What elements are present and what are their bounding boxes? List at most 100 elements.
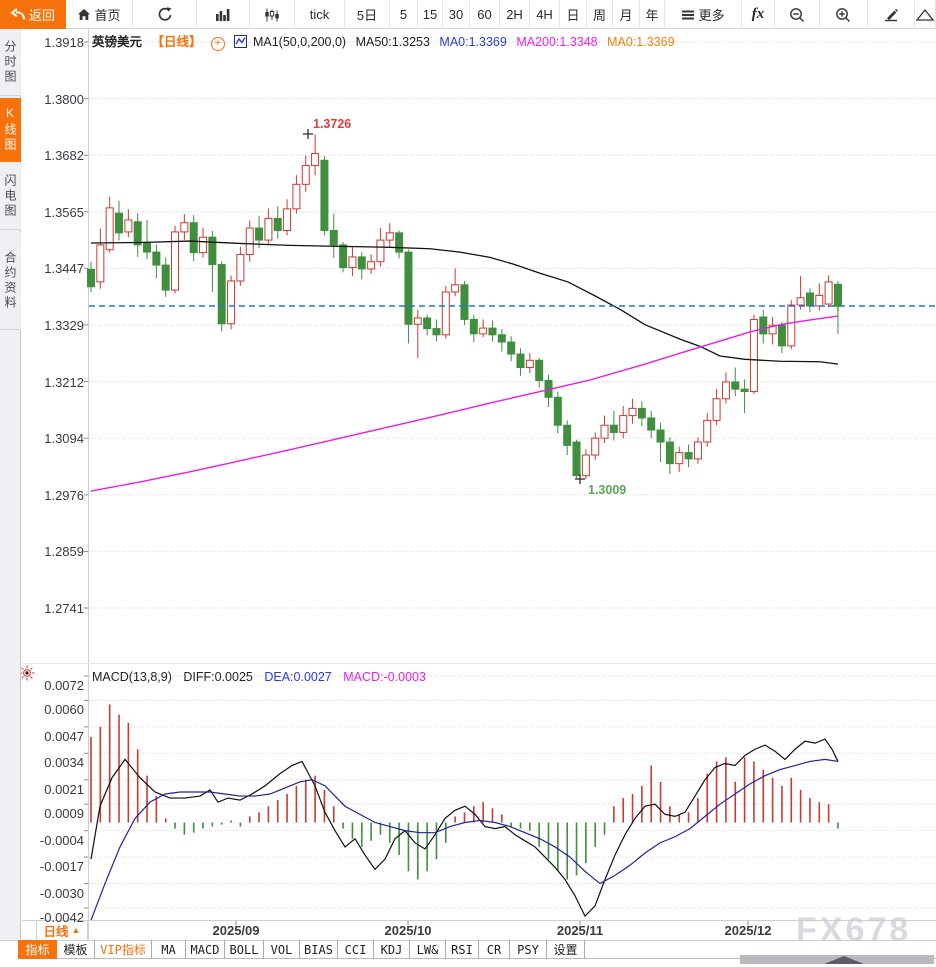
- macd-formula: MACD(13,8,9): [92, 670, 172, 684]
- tab-boll[interactable]: BOLL: [225, 940, 264, 959]
- date-axis-label: 2025/11: [556, 923, 604, 938]
- more-button-label: 更多: [698, 8, 725, 23]
- chevron-up-icon: ▲: [71, 925, 81, 935]
- 15min-button[interactable]: 15: [418, 0, 443, 29]
- horizontal-scrollbar[interactable]: [740, 955, 934, 964]
- draw-button[interactable]: [868, 0, 915, 29]
- macd-axis-label: 0.0072: [44, 677, 84, 693]
- tab-templates[interactable]: 模板: [57, 940, 95, 959]
- 60min-button[interactable]: 60: [470, 0, 500, 29]
- tab-psy[interactable]: PSY: [510, 940, 547, 959]
- scrollbar-up-arrow-icon[interactable]: [824, 956, 864, 964]
- panel-separator: [22, 663, 936, 664]
- ma-settings-label: MA1(50,0,200,0): [252, 35, 347, 49]
- macd-axis-label: 0.0047: [44, 728, 84, 744]
- 60min-button-label: 60: [477, 7, 492, 22]
- sidebar-item-lightning-chart[interactable]: 闪电图: [0, 164, 21, 230]
- tabbar-top-border: [0, 940, 936, 941]
- day-button-label: 日: [566, 8, 580, 23]
- tick-button[interactable]: tick: [295, 0, 345, 29]
- 4h-button[interactable]: 4H: [530, 0, 560, 29]
- macd-axis-label: 0.0034: [44, 755, 84, 771]
- sidebar-item-time-chart[interactable]: 分时图: [0, 30, 21, 96]
- menu-icon: [681, 9, 695, 21]
- price-axis-label: 1.3682: [44, 148, 84, 164]
- price-axis-label: 1.3212: [44, 374, 84, 390]
- price-axis-label: 1.3800: [44, 91, 84, 107]
- tabbar-bottom-border: [18, 958, 936, 959]
- add-overlay-icon[interactable]: +: [211, 37, 225, 51]
- macd-axis-label: -0.0030: [39, 885, 84, 901]
- top-toolbar: 返回 首页 tick 5日 5 15 30 60 2H 4H 日周月年 更多 fx: [0, 0, 936, 29]
- sidebar-item-kline-chart[interactable]: K线图: [0, 98, 21, 162]
- ma0-blue-value: MA0:1.3369: [439, 35, 507, 49]
- tab-cci[interactable]: CCI: [338, 940, 374, 959]
- 5min-button-label: 5: [399, 7, 408, 22]
- year-button-label: 年: [645, 8, 659, 23]
- tab-ma[interactable]: MA: [152, 940, 186, 959]
- candle-chart-button[interactable]: [250, 0, 295, 29]
- macd-dea-value: DEA:0.0027: [264, 670, 332, 684]
- sidebar-item-contract-info[interactable]: 合约资料: [0, 232, 21, 330]
- home-button[interactable]: 首页: [66, 0, 133, 29]
- tab-lw[interactable]: LW&: [410, 940, 446, 959]
- period-selector[interactable]: 日线 ▲: [36, 920, 88, 940]
- 30min-button-label: 30: [448, 7, 464, 22]
- tab-indicators[interactable]: 指标: [18, 940, 57, 959]
- month-button[interactable]: 月: [613, 0, 640, 29]
- refresh-button[interactable]: [133, 0, 197, 29]
- 2h-button[interactable]: 2H: [500, 0, 530, 29]
- price-axis-label: 1.3565: [44, 204, 84, 220]
- 5min-button[interactable]: 5: [390, 0, 418, 29]
- fx-button[interactable]: fx: [742, 0, 775, 29]
- indicator-sun-icon[interactable]: [19, 665, 35, 681]
- price-axis-label: 1.2741: [44, 601, 84, 616]
- fx-button-label: fx: [751, 6, 765, 22]
- indicator-tabbar: 指标 模板 VIP指标 MA MACD BOLL VOL BIAS CCI KDJ LW& RSI CR…: [18, 940, 585, 959]
- 2h-button-label: 2H: [506, 7, 523, 22]
- year-button[interactable]: 年: [640, 0, 665, 29]
- watermark: FX678: [796, 911, 912, 949]
- symbol-name: 英镑美元: [92, 35, 143, 49]
- zoom-out-button[interactable]: [775, 0, 820, 29]
- home-icon: [77, 8, 91, 21]
- day-button[interactable]: 日: [560, 0, 587, 29]
- zoom-out-icon: [789, 7, 806, 23]
- ma-settings-icon[interactable]: [234, 35, 248, 48]
- ma0-orange-value: MA0:1.3369: [607, 35, 675, 49]
- ma50-value: MA50:1.3253: [355, 35, 430, 49]
- tab-cr[interactable]: CR: [479, 940, 510, 959]
- 5day-button[interactable]: 5日: [345, 0, 390, 29]
- tab-macd[interactable]: MACD: [186, 940, 225, 959]
- period-tag: 【日线】: [151, 35, 202, 49]
- date-axis-label: 2025/09: [212, 923, 260, 938]
- tab-settings[interactable]: 设置: [547, 940, 585, 959]
- back-arrow-icon: [10, 8, 26, 21]
- left-sidebar: 分时图 K线图 闪电图 合约资料: [0, 29, 21, 940]
- home-button-label: 首页: [94, 8, 121, 23]
- tab-vol[interactable]: VOL: [264, 940, 300, 959]
- back-button-label: 返回: [28, 8, 55, 23]
- shapes-button[interactable]: [915, 0, 936, 29]
- back-button[interactable]: 返回: [0, 0, 66, 29]
- tab-rsi[interactable]: RSI: [446, 940, 479, 959]
- tab-bias[interactable]: BIAS: [300, 940, 338, 959]
- date-axis-label: 2025/12: [724, 923, 772, 938]
- macd-axis-label: 0.0021: [44, 781, 84, 797]
- week-button[interactable]: 周: [587, 0, 613, 29]
- zoom-in-button[interactable]: [820, 0, 868, 29]
- ma200-value: MA200:1.3348: [516, 35, 598, 49]
- tab-kdj[interactable]: KDJ: [374, 940, 410, 959]
- tick-button-label: tick: [309, 7, 330, 22]
- price-axis-label: 1.2859: [44, 544, 84, 560]
- low-price-annotation: 1.3009: [588, 483, 626, 497]
- macd-axis-label: -0.0017: [39, 859, 84, 875]
- price-axis-label: 1.3329: [44, 318, 84, 333]
- more-button[interactable]: 更多: [665, 0, 742, 29]
- macd-axis-label: 0.0060: [44, 702, 84, 718]
- price-axis-label: 1.3094: [44, 431, 84, 447]
- bar-chart-button[interactable]: [197, 0, 250, 29]
- 30min-button[interactable]: 30: [443, 0, 470, 29]
- tab-vip-indicators[interactable]: VIP指标: [95, 940, 152, 959]
